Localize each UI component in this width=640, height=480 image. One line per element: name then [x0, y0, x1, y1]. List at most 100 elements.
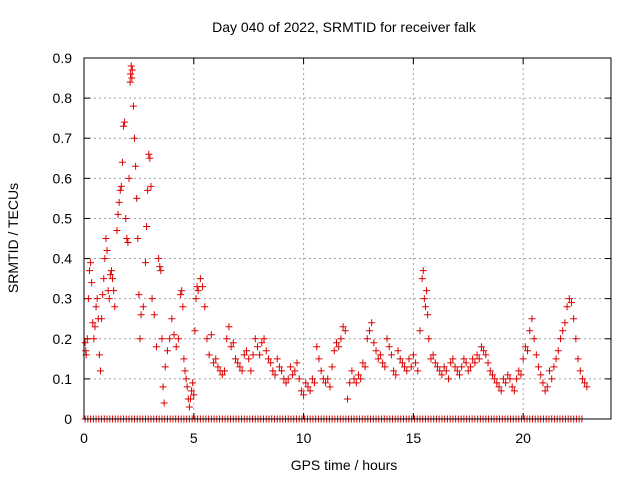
- data-point: [407, 363, 415, 371]
- data-point: [188, 387, 196, 395]
- data-point: [460, 355, 468, 363]
- data-point: [194, 287, 202, 295]
- data-point: [480, 347, 488, 355]
- data-point: [139, 303, 147, 311]
- data-point: [192, 295, 200, 303]
- data-point: [251, 335, 259, 343]
- data-point: [106, 271, 114, 279]
- data-point: [159, 383, 167, 391]
- data-point: [572, 335, 580, 343]
- data-point: [278, 367, 286, 375]
- data-point: [425, 335, 433, 343]
- data-point: [135, 291, 143, 299]
- data-point: [409, 351, 417, 359]
- y-tick-label: 0.4: [53, 251, 73, 267]
- data-point: [232, 355, 240, 363]
- data-point: [236, 363, 244, 371]
- data-point: [205, 351, 213, 359]
- data-point: [182, 375, 190, 383]
- grid-lines: [84, 58, 611, 419]
- data-point: [81, 339, 89, 347]
- data-point: [438, 371, 446, 379]
- data-point: [357, 375, 365, 383]
- data-point: [414, 367, 422, 375]
- data-point: [91, 323, 99, 331]
- data-point: [506, 375, 514, 383]
- data-point: [326, 383, 334, 391]
- data-point: [116, 186, 124, 194]
- data-point: [114, 210, 122, 218]
- data-point: [390, 367, 398, 375]
- data-point: [451, 363, 459, 371]
- data-point: [286, 363, 294, 371]
- data-point: [502, 379, 510, 387]
- tick-labels: 0 0.1 0.2 0.3 0.4 0.5 0.6 0.7 0.8 0.9 0 5 10 15 20: [53, 50, 532, 446]
- data-point: [95, 351, 103, 359]
- data-point: [374, 355, 382, 363]
- data-point: [398, 359, 406, 367]
- data-point: [335, 343, 343, 351]
- data-point: [225, 323, 233, 331]
- data-point: [258, 339, 266, 347]
- data-point: [145, 150, 153, 158]
- data-point: [541, 387, 549, 395]
- data-point: [423, 287, 431, 295]
- data-point: [552, 355, 560, 363]
- data-point: [131, 134, 139, 142]
- data-point: [499, 375, 507, 383]
- data-point: [247, 367, 255, 375]
- data-point: [83, 335, 91, 343]
- data-point: [293, 359, 301, 367]
- data-point: [385, 343, 393, 351]
- data-point: [513, 375, 521, 383]
- data-point: [291, 367, 299, 375]
- data-point: [442, 367, 450, 375]
- data-point: [186, 395, 194, 403]
- data-point: [101, 255, 109, 263]
- data-point: [96, 367, 104, 375]
- data-point: [574, 355, 582, 363]
- x-axis-label: GPS time / hours: [291, 457, 398, 473]
- data-point: [361, 363, 369, 371]
- x-tick-label: 10: [296, 430, 312, 446]
- x-tick-label: 15: [406, 430, 422, 446]
- data-point: [495, 383, 503, 391]
- data-point: [328, 363, 336, 371]
- data-point: [207, 331, 215, 339]
- data-point: [85, 267, 93, 275]
- data-point: [421, 303, 429, 311]
- data-point: [563, 303, 571, 311]
- x-tick-label: 20: [515, 430, 531, 446]
- data-point: [532, 351, 540, 359]
- data-point: [295, 375, 303, 383]
- data-point: [427, 355, 435, 363]
- data-point: [282, 379, 290, 387]
- data-point: [515, 367, 523, 375]
- data-point: [234, 359, 242, 367]
- data-point: [128, 74, 136, 82]
- y-tick-label: 0.6: [53, 170, 73, 186]
- data-point: [289, 371, 297, 379]
- data-point: [458, 363, 466, 371]
- data-point: [317, 367, 325, 375]
- data-point: [352, 379, 360, 387]
- data-point: [308, 375, 316, 383]
- data-point: [185, 403, 193, 411]
- data-point: [570, 315, 578, 323]
- x-tick-label: 0: [80, 430, 88, 446]
- data-point: [359, 359, 367, 367]
- data-point: [275, 363, 283, 371]
- data-point: [436, 367, 444, 375]
- data-point: [113, 226, 121, 234]
- data-point: [105, 295, 113, 303]
- data-point: [354, 371, 362, 379]
- data-point: [315, 355, 323, 363]
- data-point: [324, 375, 332, 383]
- data-point: [150, 311, 158, 319]
- data-point: [521, 343, 529, 351]
- data-point: [260, 335, 268, 343]
- data-point: [109, 275, 117, 283]
- data-point: [128, 66, 136, 74]
- data-point: [383, 335, 391, 343]
- data-point: [221, 367, 229, 375]
